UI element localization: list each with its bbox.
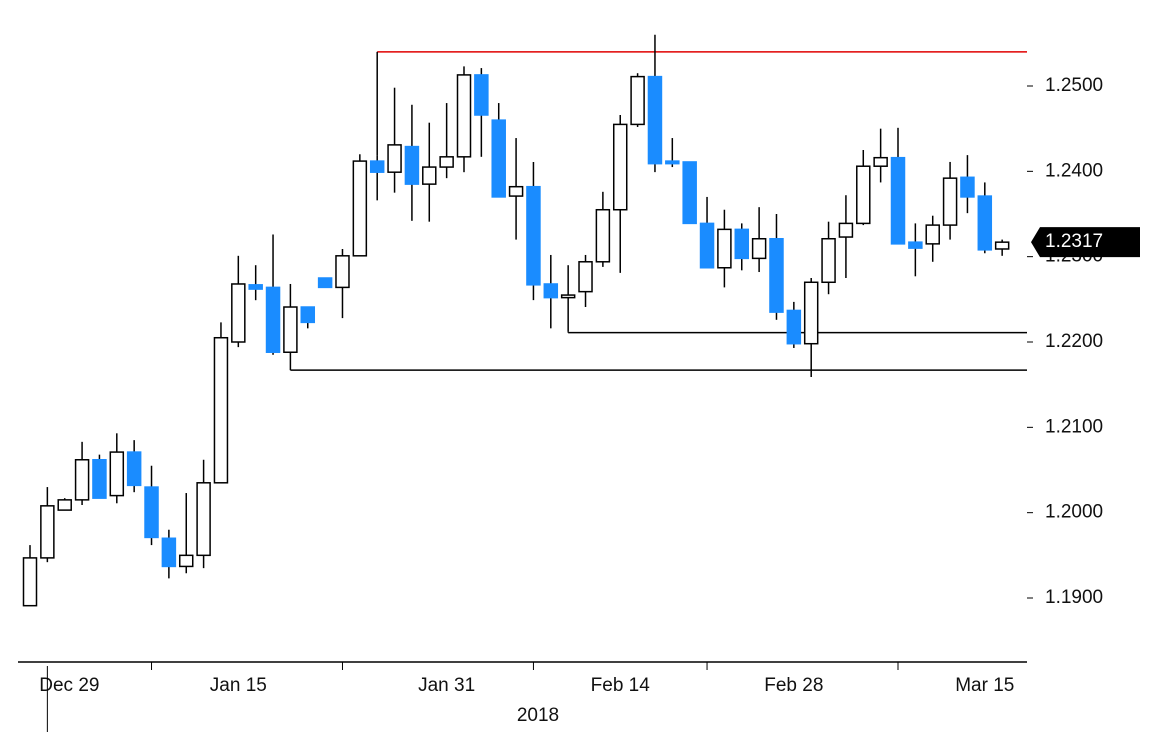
- candle-body: [821, 237, 836, 284]
- y-tick-label: 1.2200: [1045, 331, 1103, 352]
- candle-body: [109, 451, 125, 497]
- x-tick-label: Feb 14: [591, 675, 651, 696]
- x-tick-label: Dec 29: [39, 675, 99, 696]
- candle-body: [908, 241, 923, 249]
- candle-body: [612, 123, 628, 211]
- candle-body: [526, 185, 541, 286]
- candle-body: [126, 451, 142, 487]
- candle-body: [265, 286, 281, 353]
- candle-body: [22, 557, 38, 607]
- y-tick-label: 1.2400: [1045, 160, 1103, 181]
- candle-body: [994, 241, 1010, 250]
- candle-body: [92, 459, 107, 499]
- candle-body: [508, 185, 524, 197]
- y-tick-label: 1.1900: [1045, 587, 1103, 608]
- candle-body: [474, 74, 489, 116]
- x-axis-label: 2018: [517, 705, 559, 726]
- candle-body: [873, 156, 888, 167]
- x-tick-label: Mar 15: [955, 675, 1014, 696]
- candle-body: [352, 160, 368, 257]
- candle-body: [317, 277, 333, 289]
- candle-body: [838, 222, 854, 238]
- candle-body: [231, 283, 246, 343]
- candle-body: [404, 145, 420, 185]
- candle-body: [57, 499, 72, 511]
- candle-body: [161, 537, 177, 568]
- candle-body: [213, 336, 229, 484]
- candle-body: [942, 177, 958, 226]
- candle-body: [769, 237, 784, 313]
- candle-body: [74, 459, 90, 501]
- candle-body: [578, 261, 593, 293]
- candle-body: [665, 160, 680, 165]
- candle-body: [248, 284, 263, 290]
- last-price-box: [1031, 227, 1140, 258]
- candle-body: [856, 165, 871, 225]
- candle-body: [439, 156, 454, 168]
- candle-body: [543, 283, 559, 299]
- candle-body: [456, 74, 472, 158]
- candle-body: [196, 482, 211, 557]
- candle-body: [491, 119, 506, 198]
- candle-body: [682, 161, 697, 225]
- candle-body: [630, 75, 645, 126]
- candle-body: [699, 222, 715, 269]
- candle-body: [283, 306, 298, 353]
- candle-body: [560, 294, 576, 299]
- candle-body: [890, 156, 906, 245]
- candle-body: [717, 228, 732, 269]
- candle-body: [751, 237, 767, 260]
- candle-body: [369, 160, 385, 173]
- candle-body: [422, 166, 437, 185]
- candle-body: [803, 281, 819, 345]
- candle-body: [647, 75, 663, 165]
- y-tick-label: 1.2000: [1045, 502, 1103, 523]
- candle-body: [178, 554, 194, 568]
- candle-body: [977, 195, 993, 251]
- candle-body: [144, 486, 159, 539]
- candle-body: [925, 224, 940, 245]
- x-tick-label: Jan 31: [418, 675, 475, 696]
- candle-body: [40, 505, 55, 559]
- candle-body: [387, 144, 402, 173]
- candle-body: [335, 255, 350, 289]
- candle-body: [595, 208, 611, 263]
- candle-body: [734, 228, 750, 260]
- y-tick-label: 1.2500: [1045, 75, 1103, 96]
- last-price-label: 1.2317: [1045, 231, 1103, 252]
- candle-body: [300, 306, 316, 324]
- x-tick-label: Jan 15: [210, 675, 267, 696]
- candle-body: [786, 309, 802, 345]
- y-tick-label: 1.2100: [1045, 416, 1103, 437]
- x-tick-label: Feb 28: [764, 675, 823, 696]
- candle-body: [960, 176, 975, 198]
